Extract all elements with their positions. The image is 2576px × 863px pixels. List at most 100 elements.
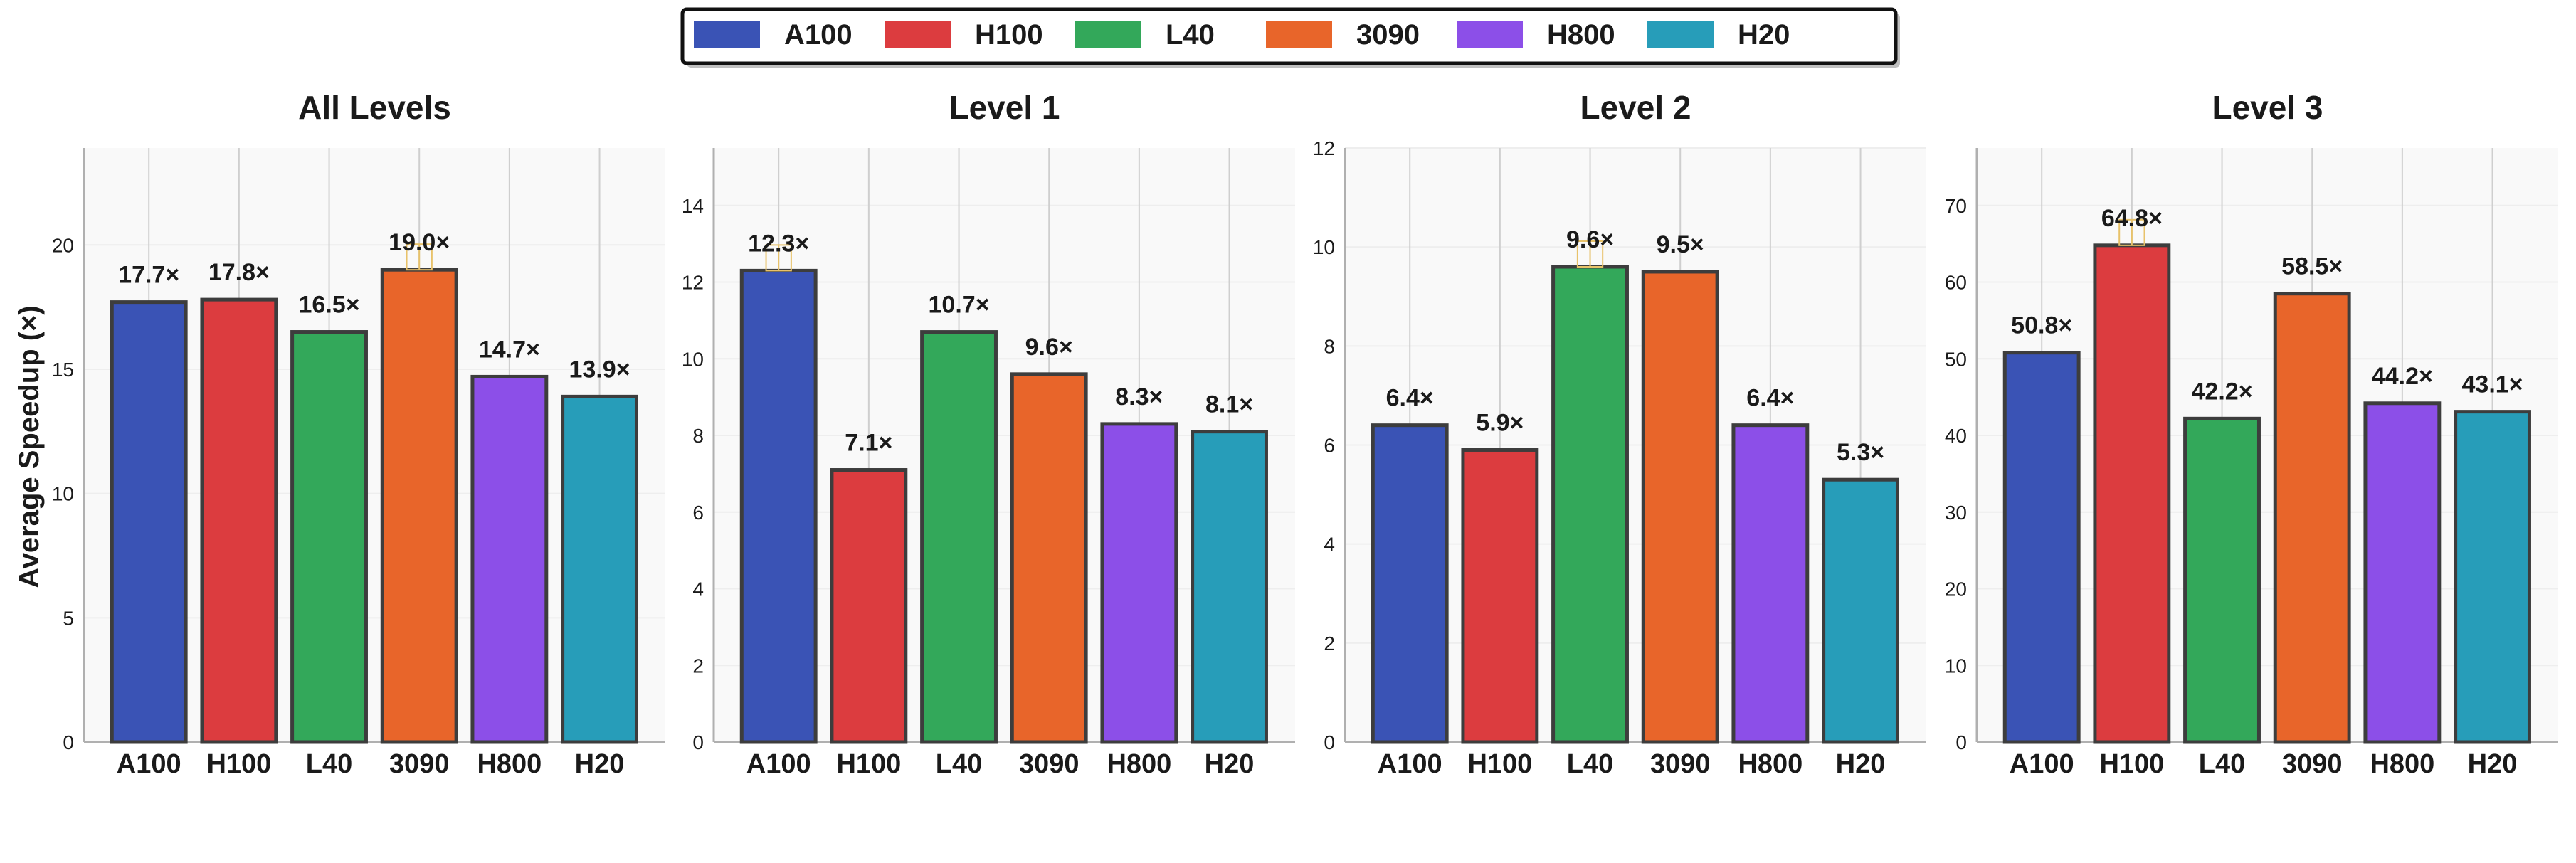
legend-label-h800: H800 xyxy=(1547,19,1615,51)
x-tick-label: H20 xyxy=(575,749,625,779)
y-tick-label: 0 xyxy=(1955,731,1967,753)
legend-swatch-3090 xyxy=(1266,21,1332,48)
data-label: 17.7× xyxy=(118,262,179,289)
panel-4: 0 10 20 30 40 50 60 70 Level 3 50.8× A100 64.8× H100… xyxy=(1945,89,2558,779)
panel-title: Level 3 xyxy=(2212,89,2323,126)
data-label: 6.4× xyxy=(1746,385,1794,412)
y-tick-label: 2 xyxy=(692,655,704,677)
y-axis-label: Average Speedup (×) xyxy=(14,305,45,588)
data-label: 7.1× xyxy=(845,430,892,457)
y-tick-label: 4 xyxy=(1324,534,1335,556)
x-tick-label: H800 xyxy=(2370,749,2434,779)
x-tick-label: H800 xyxy=(1107,749,1171,779)
bar-3090 xyxy=(380,268,458,744)
data-label: 58.5× xyxy=(2281,253,2343,280)
legend-swatch-a100 xyxy=(694,21,760,48)
bar-h800 xyxy=(470,374,549,744)
x-tick-label: 3090 xyxy=(2282,749,2343,779)
bar-a100 xyxy=(1371,423,1449,744)
y-tick-label: 0 xyxy=(692,731,704,753)
y-tick-label: 8 xyxy=(1324,335,1335,357)
x-tick-label: H20 xyxy=(1836,749,1886,779)
x-tick-label: H100 xyxy=(2099,749,2164,779)
y-tick-label: 50 xyxy=(1945,348,1967,370)
y-tick-label: 0 xyxy=(63,731,74,753)
legend-label-3090: 3090 xyxy=(1356,19,1420,51)
legend-swatch-l40 xyxy=(1075,21,1141,48)
bar-a100 xyxy=(2002,351,2081,744)
x-tick-label: L40 xyxy=(306,749,352,779)
data-label: 9.6× xyxy=(1025,334,1073,361)
x-tick-label: L40 xyxy=(1567,749,1613,779)
data-label: 13.9× xyxy=(569,356,630,383)
bar-h100 xyxy=(2093,243,2171,744)
data-label: 10.7× xyxy=(929,292,990,319)
x-tick-label: L40 xyxy=(2199,749,2245,779)
panel-title: Level 1 xyxy=(949,89,1060,126)
x-tick-label: A100 xyxy=(746,749,811,779)
x-tick-label: 3090 xyxy=(1019,749,1080,779)
y-tick-label: 6 xyxy=(1324,435,1335,457)
x-tick-label: H100 xyxy=(206,749,271,779)
data-label: 64.8× xyxy=(2101,205,2163,232)
x-tick-label: H100 xyxy=(836,749,901,779)
x-tick-label: L40 xyxy=(936,749,982,779)
panel-3: 0 2 4 6 8 10 12 Level 2 6.4× A100 5.9× H100 9.6× L40 9… xyxy=(1313,89,1926,779)
x-tick-label: H20 xyxy=(2468,749,2518,779)
x-tick-label: H800 xyxy=(477,749,542,779)
data-label: 14.7× xyxy=(479,336,540,363)
data-label: 43.1× xyxy=(2462,371,2523,398)
y-tick-label: 12 xyxy=(1313,137,1335,159)
panel-1: 0 5 10 15 20 All Levels 17.7× A100 17.8× H100 16.5… xyxy=(52,89,665,779)
data-label: 5.9× xyxy=(1476,409,1524,436)
y-tick-label: 10 xyxy=(682,348,704,370)
legend-swatch-h100 xyxy=(885,21,951,48)
data-label: 8.1× xyxy=(1205,391,1253,418)
data-label: 5.3× xyxy=(1837,439,1884,466)
y-tick-label: 10 xyxy=(1313,236,1335,258)
bar-h800 xyxy=(2363,401,2442,744)
data-label: 12.3× xyxy=(748,230,809,257)
y-tick-label: 60 xyxy=(1945,272,1967,294)
bar-3090 xyxy=(1010,372,1088,744)
y-tick-label: 4 xyxy=(692,578,704,600)
bar-h20 xyxy=(1191,430,1268,744)
bar-h20 xyxy=(2454,410,2531,744)
legend-label-l40: L40 xyxy=(1166,19,1215,51)
bar-l40 xyxy=(2183,416,2261,744)
y-tick-label: 12 xyxy=(682,272,704,294)
data-label: 44.2× xyxy=(2372,363,2433,390)
y-tick-label: 10 xyxy=(52,483,74,505)
bar-l40 xyxy=(1551,265,1629,744)
data-label: 9.6× xyxy=(1566,226,1614,253)
y-tick-label: 40 xyxy=(1945,425,1967,447)
data-label: 42.2× xyxy=(2192,378,2253,405)
bar-h100 xyxy=(200,297,278,744)
bar-h20 xyxy=(1822,477,1899,744)
y-tick-label: 15 xyxy=(52,359,74,381)
bar-h800 xyxy=(1731,423,1810,744)
x-tick-label: A100 xyxy=(2010,749,2074,779)
bar-h100 xyxy=(830,468,908,744)
x-tick-label: 3090 xyxy=(1650,749,1711,779)
bar-a100 xyxy=(110,300,188,744)
bar-3090 xyxy=(1641,270,1719,744)
data-label: 9.5× xyxy=(1657,231,1704,258)
data-label: 8.3× xyxy=(1115,383,1163,411)
panel-2: 0 2 4 6 8 10 12 14 Level 1 12.3× A100 7.1× H100 10.7×… xyxy=(682,89,1295,779)
bar-h20 xyxy=(561,394,638,744)
x-tick-label: A100 xyxy=(117,749,181,779)
bar-l40 xyxy=(290,330,368,744)
bar-h100 xyxy=(1461,448,1539,744)
y-tick-label: 10 xyxy=(1945,655,1967,677)
y-tick-label: 0 xyxy=(1324,731,1335,753)
y-tick-label: 5 xyxy=(63,607,74,629)
bar-h800 xyxy=(1100,422,1178,744)
x-tick-label: A100 xyxy=(1378,749,1442,779)
y-tick-label: 6 xyxy=(692,502,704,524)
x-tick-label: H800 xyxy=(1738,749,1802,779)
data-label: 16.5× xyxy=(299,292,360,319)
y-tick-label: 20 xyxy=(52,234,74,256)
data-label: 17.8× xyxy=(208,259,270,286)
